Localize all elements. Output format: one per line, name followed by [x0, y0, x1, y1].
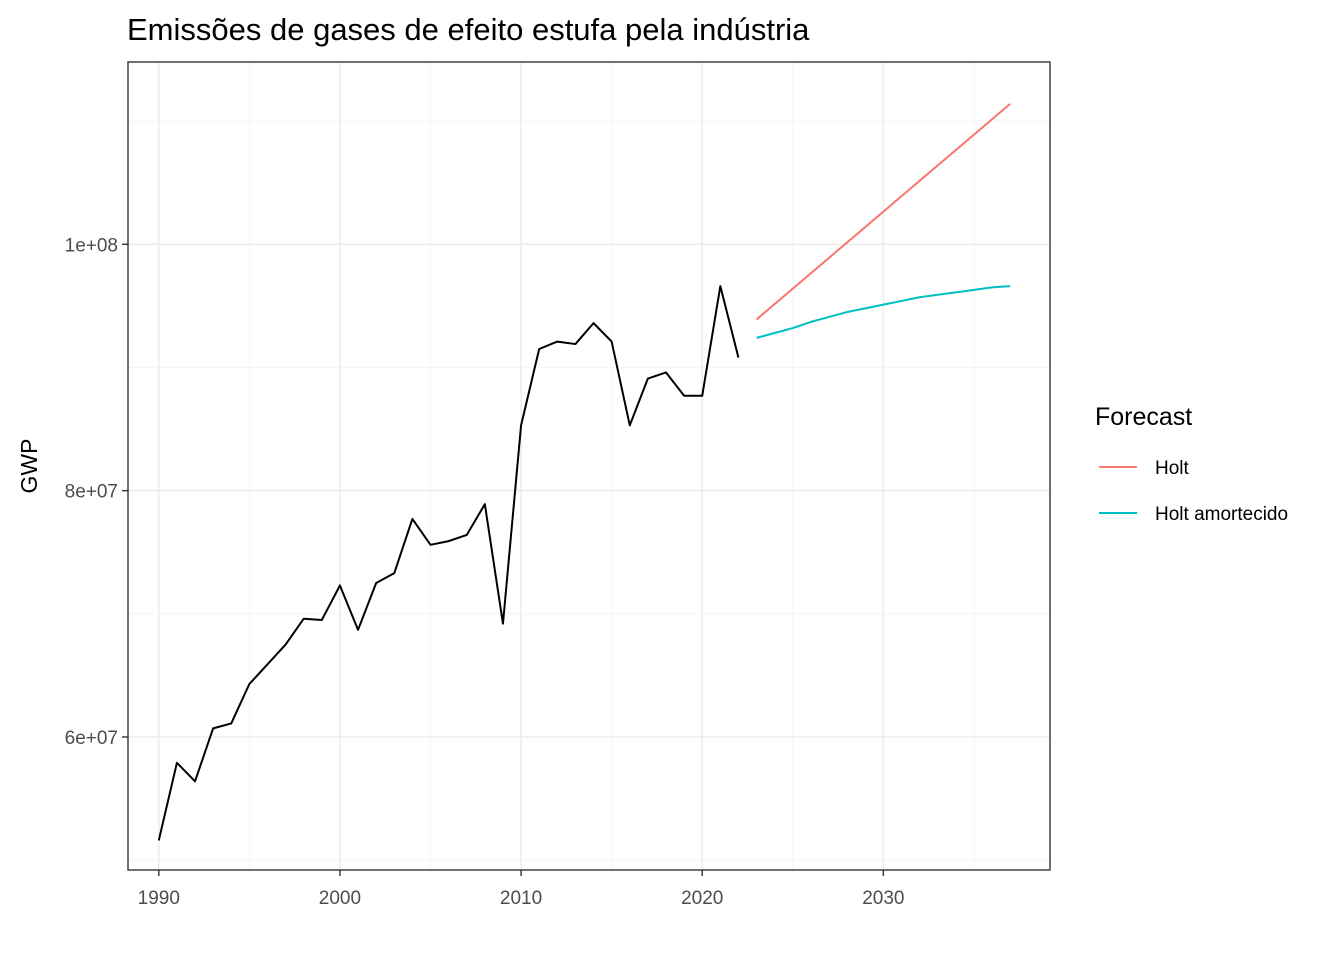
legend-label-2: Holt amortecido [1155, 504, 1288, 525]
forecast-series-line-1 [755, 103, 1011, 321]
plot-lines [157, 103, 1011, 841]
axes: 1990 2000 2010 2020 2030 6e+07 8e+07 1e+08 [65, 235, 905, 909]
x-tick-label: 2020 [681, 888, 723, 909]
chart-title: Emissões de gases de efeito estufa pela … [127, 12, 810, 47]
x-tick-label: 2000 [319, 888, 361, 909]
legend-label-1: Holt [1155, 458, 1190, 479]
history-series-line [157, 285, 740, 841]
panel-border [127, 61, 1051, 871]
y-tick-label: 8e+07 [65, 482, 118, 503]
y-tick-label: 6e+07 [65, 728, 118, 749]
y-axis-title: GWP [16, 439, 42, 494]
x-tick-label: 2010 [500, 888, 542, 909]
x-tick-label: 1990 [138, 888, 180, 909]
y-tick-label: 1e+08 [65, 235, 118, 256]
x-tick-label: 2030 [862, 888, 904, 909]
legend-title: Forecast [1095, 403, 1192, 431]
legend: Forecast Holt Holt amortecido [1095, 403, 1288, 525]
forecast-series-line-2 [756, 285, 1011, 339]
grid [128, 62, 1050, 870]
